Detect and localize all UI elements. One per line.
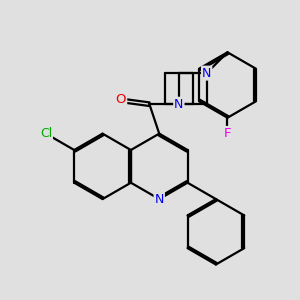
Text: O: O bbox=[116, 93, 126, 106]
Text: F: F bbox=[224, 127, 231, 140]
Text: Cl: Cl bbox=[40, 127, 52, 140]
Text: N: N bbox=[202, 67, 211, 80]
Text: N: N bbox=[154, 193, 164, 206]
Text: N: N bbox=[174, 98, 184, 111]
